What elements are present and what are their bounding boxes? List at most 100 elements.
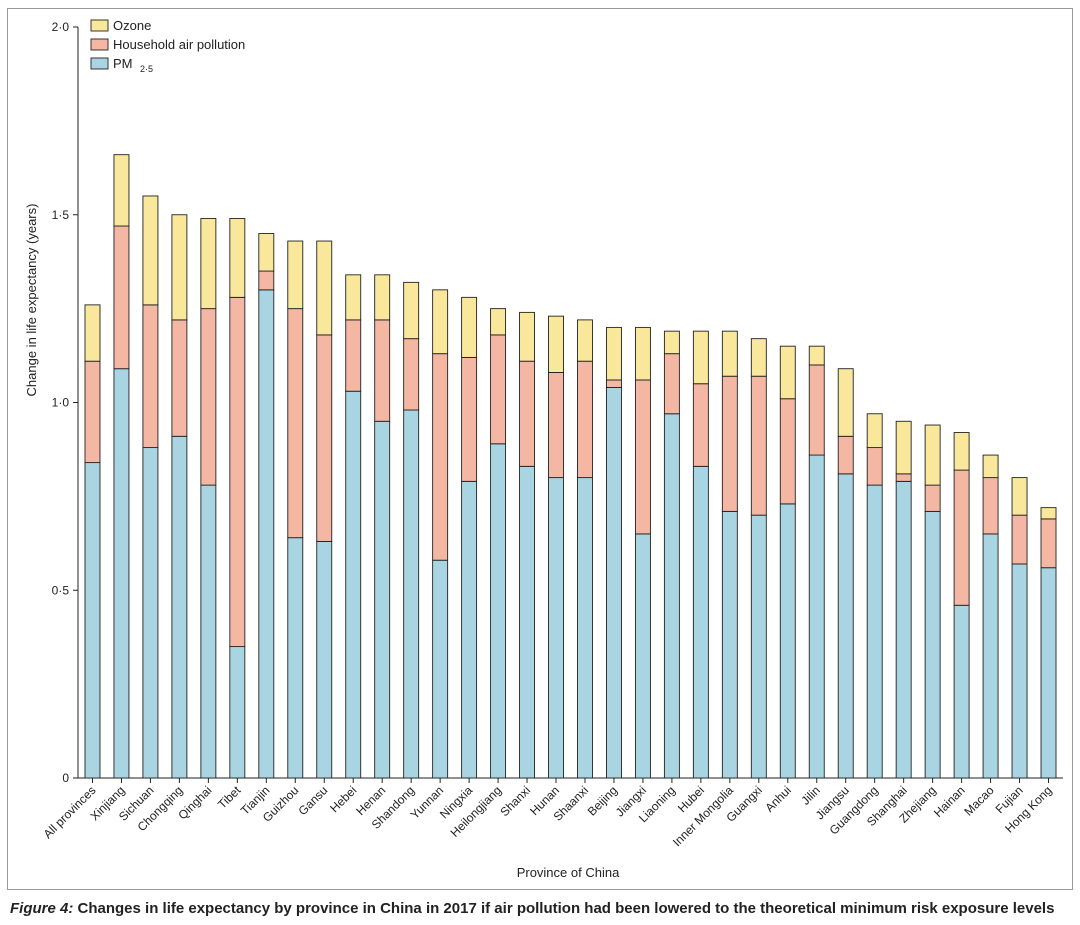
bar-pm25 <box>663 413 680 779</box>
bar-ozone <box>953 432 970 471</box>
bar-household <box>953 469 970 606</box>
bar-pm25 <box>461 480 478 779</box>
bar-household <box>345 319 362 392</box>
bar-household <box>895 473 912 482</box>
y-axis-label: Change in life expectancy (years) <box>24 204 39 397</box>
x-tick-label: Hainan <box>931 783 968 820</box>
bar-ozone <box>895 420 912 475</box>
legend-swatch <box>90 19 109 32</box>
bar-pm25 <box>374 420 391 779</box>
bar-pm25 <box>1011 563 1028 779</box>
bar-pm25 <box>84 462 101 779</box>
bar-ozone <box>1011 477 1028 516</box>
legend-swatch <box>90 38 109 51</box>
bar-pm25 <box>982 533 999 779</box>
bar-ozone <box>606 326 622 381</box>
bar-ozone <box>374 274 391 321</box>
bar-pm25 <box>895 480 912 779</box>
bar-household <box>1011 514 1028 565</box>
bar-ozone <box>750 338 767 377</box>
x-tick-label: Gansu <box>295 783 330 818</box>
bar-household <box>519 360 535 467</box>
legend: Ozone Household air pollution PM 2·5 <box>90 18 245 74</box>
bar-household <box>432 353 449 561</box>
bar-pm25 <box>577 477 593 779</box>
bar-pm25 <box>403 409 420 779</box>
bar-ozone <box>519 311 535 362</box>
bar-pm25 <box>548 477 564 779</box>
bar-pm25 <box>519 465 535 779</box>
bar-ozone <box>113 154 130 227</box>
x-tick-label: Jilin <box>798 783 823 808</box>
bar-pm25 <box>953 604 970 779</box>
bar-household <box>866 447 883 486</box>
bar-ozone <box>982 454 999 479</box>
bar-pm25 <box>1040 567 1057 779</box>
bar-pm25 <box>606 387 622 779</box>
legend-label-subscript: 2·5 <box>140 64 153 74</box>
bar-household <box>258 270 275 291</box>
bar-pm25 <box>171 435 188 779</box>
bar-ozone <box>316 240 333 336</box>
bar-household <box>84 360 101 464</box>
bar-ozone <box>142 195 159 306</box>
bar-pm25 <box>316 540 333 779</box>
bar-ozone <box>403 281 420 340</box>
y-tick-label: 0 <box>62 771 69 785</box>
bar-household <box>200 308 217 486</box>
bar-pm25 <box>345 390 362 779</box>
legend-label: Household air pollution <box>113 37 245 52</box>
bar-pm25 <box>808 454 825 779</box>
bar-household <box>142 304 159 449</box>
bar-household <box>287 308 304 539</box>
y-tick-label: 1·5 <box>52 208 70 222</box>
bar-ozone <box>229 218 246 298</box>
bar-household <box>1040 518 1057 569</box>
bar-household <box>692 383 709 467</box>
stacked-bar-chart: 0 0·5 1·0 1·5 2·0 All provincesXinjiangSichu… <box>24 18 1063 880</box>
x-tick-label: Macao <box>961 783 997 819</box>
bars-group <box>84 154 1057 779</box>
x-tick-label: Shanxi <box>497 783 533 819</box>
y-tick-label: 0·5 <box>52 583 70 597</box>
legend-label: Ozone <box>113 18 151 33</box>
bar-ozone <box>692 330 709 385</box>
bar-pm25 <box>837 473 854 779</box>
bar-ozone <box>287 240 304 310</box>
bar-ozone <box>721 330 738 377</box>
bar-ozone <box>200 218 217 310</box>
bar-ozone <box>84 304 101 362</box>
bar-household <box>634 379 651 535</box>
bar-household <box>606 379 622 388</box>
bar-ozone <box>837 368 854 437</box>
bar-household <box>750 375 767 516</box>
bar-household <box>577 360 593 479</box>
bar-pm25 <box>432 559 449 779</box>
bar-household <box>779 398 796 505</box>
x-axis-label: Province of China <box>517 865 620 880</box>
bar-household <box>548 372 564 479</box>
bar-ozone <box>1040 507 1057 520</box>
bar-pm25 <box>866 484 883 779</box>
bar-pm25 <box>113 368 130 779</box>
legend-swatch <box>90 57 109 70</box>
x-tick-labels: All provincesXinjiangSichuanChongqingQin… <box>41 778 1055 849</box>
bar-household <box>229 296 246 648</box>
bar-household <box>171 319 188 437</box>
bar-pm25 <box>692 465 709 779</box>
figure-label: Figure 4: <box>10 900 74 917</box>
bar-pm25 <box>200 484 217 779</box>
bar-pm25 <box>142 447 159 779</box>
bar-household <box>316 334 333 542</box>
bar-household <box>403 338 420 411</box>
bar-pm25 <box>229 646 246 779</box>
caption-text: Changes in life expectancy by province i… <box>73 900 1055 917</box>
bar-pm25 <box>721 510 738 779</box>
y-tick-label: 1·0 <box>52 396 70 410</box>
bar-ozone <box>577 319 593 362</box>
bar-household <box>924 484 941 512</box>
bar-ozone <box>171 214 188 321</box>
bar-household <box>113 225 130 370</box>
bar-pm25 <box>490 443 507 779</box>
bar-pm25 <box>924 510 941 779</box>
